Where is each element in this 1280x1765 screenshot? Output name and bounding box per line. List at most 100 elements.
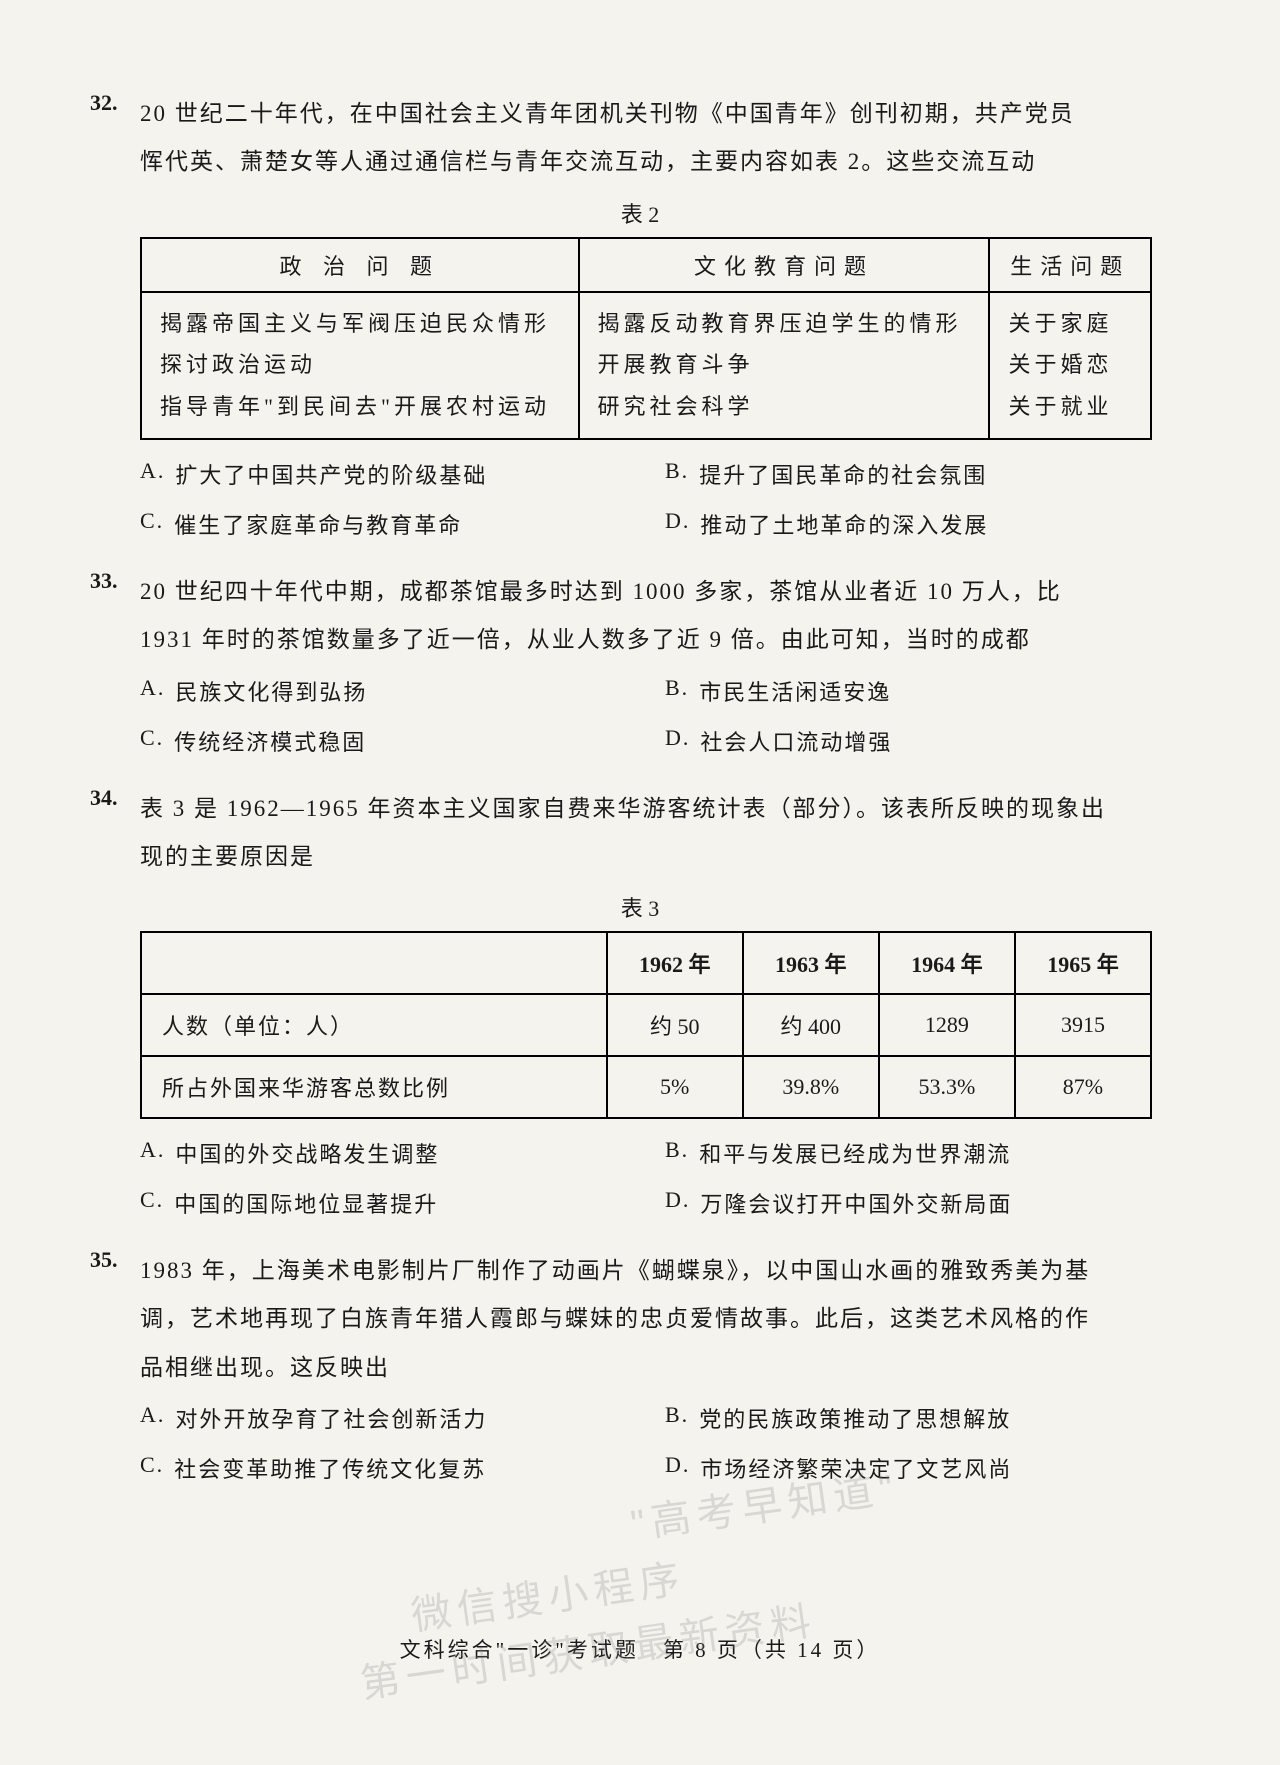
question-header: 34. 表 3 是 1962—1965 年资本主义国家自费来华游客统计表（部分）…	[90, 785, 1190, 833]
cell-line: 开展教育斗争	[598, 344, 971, 386]
table3-row2-label: 所占外国来华游客总数比例	[141, 1056, 607, 1118]
option-label: C.	[140, 1452, 164, 1484]
option-c: C. 中国的国际地位显著提升	[140, 1187, 665, 1219]
question-number: 34.	[90, 785, 128, 811]
question-text: 1983 年，上海美术电影制片厂制作了动画片《蝴蝶泉》，以中国山水画的雅致秀美为…	[140, 1247, 1190, 1295]
option-c: C. 催生了家庭革命与教育革命	[140, 508, 665, 540]
option-text: 市场经济繁荣决定了文艺风尚	[700, 1452, 1012, 1484]
option-a: A. 中国的外交战略发生调整	[140, 1137, 665, 1169]
option-b: B. 市民生活闲适安逸	[665, 675, 1190, 707]
option-label: D.	[665, 1187, 690, 1219]
option-text: 社会人口流动增强	[700, 725, 892, 757]
option-text: 社会变革助推了传统文化复苏	[174, 1452, 486, 1484]
table3-header-1964: 1964 年	[879, 932, 1015, 994]
table3-cell: 1289	[879, 994, 1015, 1056]
option-label: C.	[140, 725, 164, 757]
question-34: 34. 表 3 是 1962—1965 年资本主义国家自费来华游客统计表（部分）…	[90, 785, 1190, 1220]
question-text-cont: 1931 年时的茶馆数量多了近一倍，从业人数多了近 9 倍。由此可知，当时的成都	[140, 616, 1190, 664]
option-text: 扩大了中国共产党的阶级基础	[175, 458, 487, 490]
option-text: 党的民族政策推动了思想解放	[699, 1402, 1011, 1434]
q33-options: A.民族文化得到弘扬 B. 市民生活闲适安逸 C. 传统经济模式稳固 D. 社会人口流…	[140, 675, 1190, 757]
cell-line: 关于婚恋	[1008, 344, 1132, 386]
q32-options: A. 扩大了中国共产党的阶级基础 B. 提升了国民革命的社会氛围 C. 催生了家庭革命…	[140, 458, 1190, 540]
cell-line: 揭露反动教育界压迫学生的情形	[598, 303, 971, 345]
question-text-cont: 调，艺术地再现了白族青年猎人霞郎与蝶妹的忠贞爱情故事。此后，这类艺术风格的作	[140, 1295, 1190, 1343]
cell-line: 探讨政治运动	[160, 344, 560, 386]
question-number: 32.	[90, 90, 128, 116]
question-header: 32. 20 世纪二十年代，在中国社会主义青年团机关刊物《中国青年》创刊初期，共…	[90, 90, 1190, 138]
table3-cell: 约 50	[607, 994, 743, 1056]
option-label: A.	[140, 1137, 165, 1169]
option-label: A.	[140, 675, 165, 707]
table3-cell: 53.3%	[879, 1056, 1015, 1118]
table3-header-1965: 1965 年	[1015, 932, 1151, 994]
option-text: 中国的外交战略发生调整	[175, 1137, 439, 1169]
option-a: A.民族文化得到弘扬	[140, 675, 665, 707]
option-text: 传统经济模式稳固	[174, 725, 366, 757]
table3-row1-label: 人数（单位：人）	[141, 994, 607, 1056]
option-a: A. 对外开放孕育了社会创新活力	[140, 1402, 665, 1434]
table3-cell: 5%	[607, 1056, 743, 1118]
option-label: C.	[140, 508, 164, 540]
option-text: 万隆会议打开中国外交新局面	[700, 1187, 1012, 1219]
option-label: D.	[665, 1452, 690, 1484]
option-c: C. 社会变革助推了传统文化复苏	[140, 1452, 665, 1484]
page-footer: 文科综合"一诊"考试题 第 8 页（共 14 页）	[90, 1634, 1190, 1664]
option-text: 市民生活闲适安逸	[699, 675, 891, 707]
option-label: A.	[140, 1402, 165, 1434]
cell-line: 关于就业	[1008, 386, 1132, 428]
question-35: 35. 1983 年，上海美术电影制片厂制作了动画片《蝴蝶泉》，以中国山水画的雅…	[90, 1247, 1190, 1484]
option-label: B.	[665, 1402, 689, 1434]
table3-header-blank	[141, 932, 607, 994]
option-label: A.	[140, 458, 165, 490]
table3-cell: 3915	[1015, 994, 1151, 1056]
option-text: 中国的国际地位显著提升	[174, 1187, 438, 1219]
question-header: 33. 20 世纪四十年代中期，成都茶馆最多时达到 1000 多家，茶馆从业者近…	[90, 568, 1190, 616]
option-label: D.	[665, 508, 690, 540]
option-b: B. 党的民族政策推动了思想解放	[665, 1402, 1190, 1434]
q35-options: A. 对外开放孕育了社会创新活力 B. 党的民族政策推动了思想解放 C. 社会变革助推…	[140, 1402, 1190, 1484]
cell-line: 关于家庭	[1008, 303, 1132, 345]
q34-options: A.中国的外交战略发生调整 B.和平与发展已经成为世界潮流 C.中国的国际地位显…	[140, 1137, 1190, 1219]
table3-caption: 表 3	[90, 891, 1190, 923]
option-d: D. 推动了土地革命的深入发展	[665, 508, 1190, 540]
option-text: 提升了国民革命的社会氛围	[699, 458, 987, 490]
option-b: B. 提升了国民革命的社会氛围	[665, 458, 1190, 490]
table3-header-1963: 1963 年	[743, 932, 879, 994]
option-c: C. 传统经济模式稳固	[140, 725, 665, 757]
question-number: 33.	[90, 568, 128, 594]
question-number: 35.	[90, 1247, 128, 1273]
table2-cell-1-1: 揭露帝国主义与军阀压迫民众情形 探讨政治运动 指导青年"到民间去"开展农村运动	[141, 292, 579, 439]
table2-caption: 表 2	[90, 197, 1190, 229]
table3-cell: 39.8%	[743, 1056, 879, 1118]
option-text: 催生了家庭革命与教育革命	[174, 508, 462, 540]
option-text: 推动了土地革命的深入发展	[700, 508, 988, 540]
option-label: D.	[665, 725, 690, 757]
table3-cell: 约 400	[743, 994, 879, 1056]
question-text-cont: 现的主要原因是	[140, 833, 1190, 881]
option-d: D. 社会人口流动增强	[665, 725, 1190, 757]
question-text-cont: 品相继出现。这反映出	[140, 1344, 1190, 1392]
option-label: C.	[140, 1187, 164, 1219]
table2-cell-1-3: 关于家庭 关于婚恋 关于就业	[989, 292, 1151, 439]
table3-header-1962: 1962 年	[607, 932, 743, 994]
question-32: 32. 20 世纪二十年代，在中国社会主义青年团机关刊物《中国青年》创刊初期，共…	[90, 90, 1190, 540]
question-text-cont: 恽代英、萧楚女等人通过通信栏与青年交流互动，主要内容如表 2。这些交流互动	[140, 138, 1190, 186]
watermark-line: 微信搜小程序	[407, 1546, 688, 1642]
option-label: B.	[665, 675, 689, 707]
cell-line: 揭露帝国主义与军阀压迫民众情形	[160, 303, 560, 345]
option-a: A. 扩大了中国共产党的阶级基础	[140, 458, 665, 490]
question-header: 35. 1983 年，上海美术电影制片厂制作了动画片《蝴蝶泉》，以中国山水画的雅…	[90, 1247, 1190, 1295]
cell-line: 指导青年"到民间去"开展农村运动	[160, 386, 560, 428]
question-text: 表 3 是 1962—1965 年资本主义国家自费来华游客统计表（部分）。该表所…	[140, 785, 1190, 833]
option-text: 和平与发展已经成为世界潮流	[699, 1137, 1011, 1169]
option-d: D. 市场经济繁荣决定了文艺风尚	[665, 1452, 1190, 1484]
table-3: 1962 年 1963 年 1964 年 1965 年 人数（单位：人） 约 5…	[140, 931, 1152, 1119]
table3-cell: 87%	[1015, 1056, 1151, 1118]
option-d: D. 万隆会议打开中国外交新局面	[665, 1187, 1190, 1219]
option-text: 对外开放孕育了社会创新活力	[175, 1402, 487, 1434]
question-text: 20 世纪二十年代，在中国社会主义青年团机关刊物《中国青年》创刊初期，共产党员	[140, 90, 1190, 138]
table-2: 政 治 问 题 文化教育问题 生活问题 揭露帝国主义与军阀压迫民众情形 探讨政治…	[140, 237, 1152, 440]
option-label: B.	[665, 458, 689, 490]
question-text: 20 世纪四十年代中期，成都茶馆最多时达到 1000 多家，茶馆从业者近 10 …	[140, 568, 1190, 616]
